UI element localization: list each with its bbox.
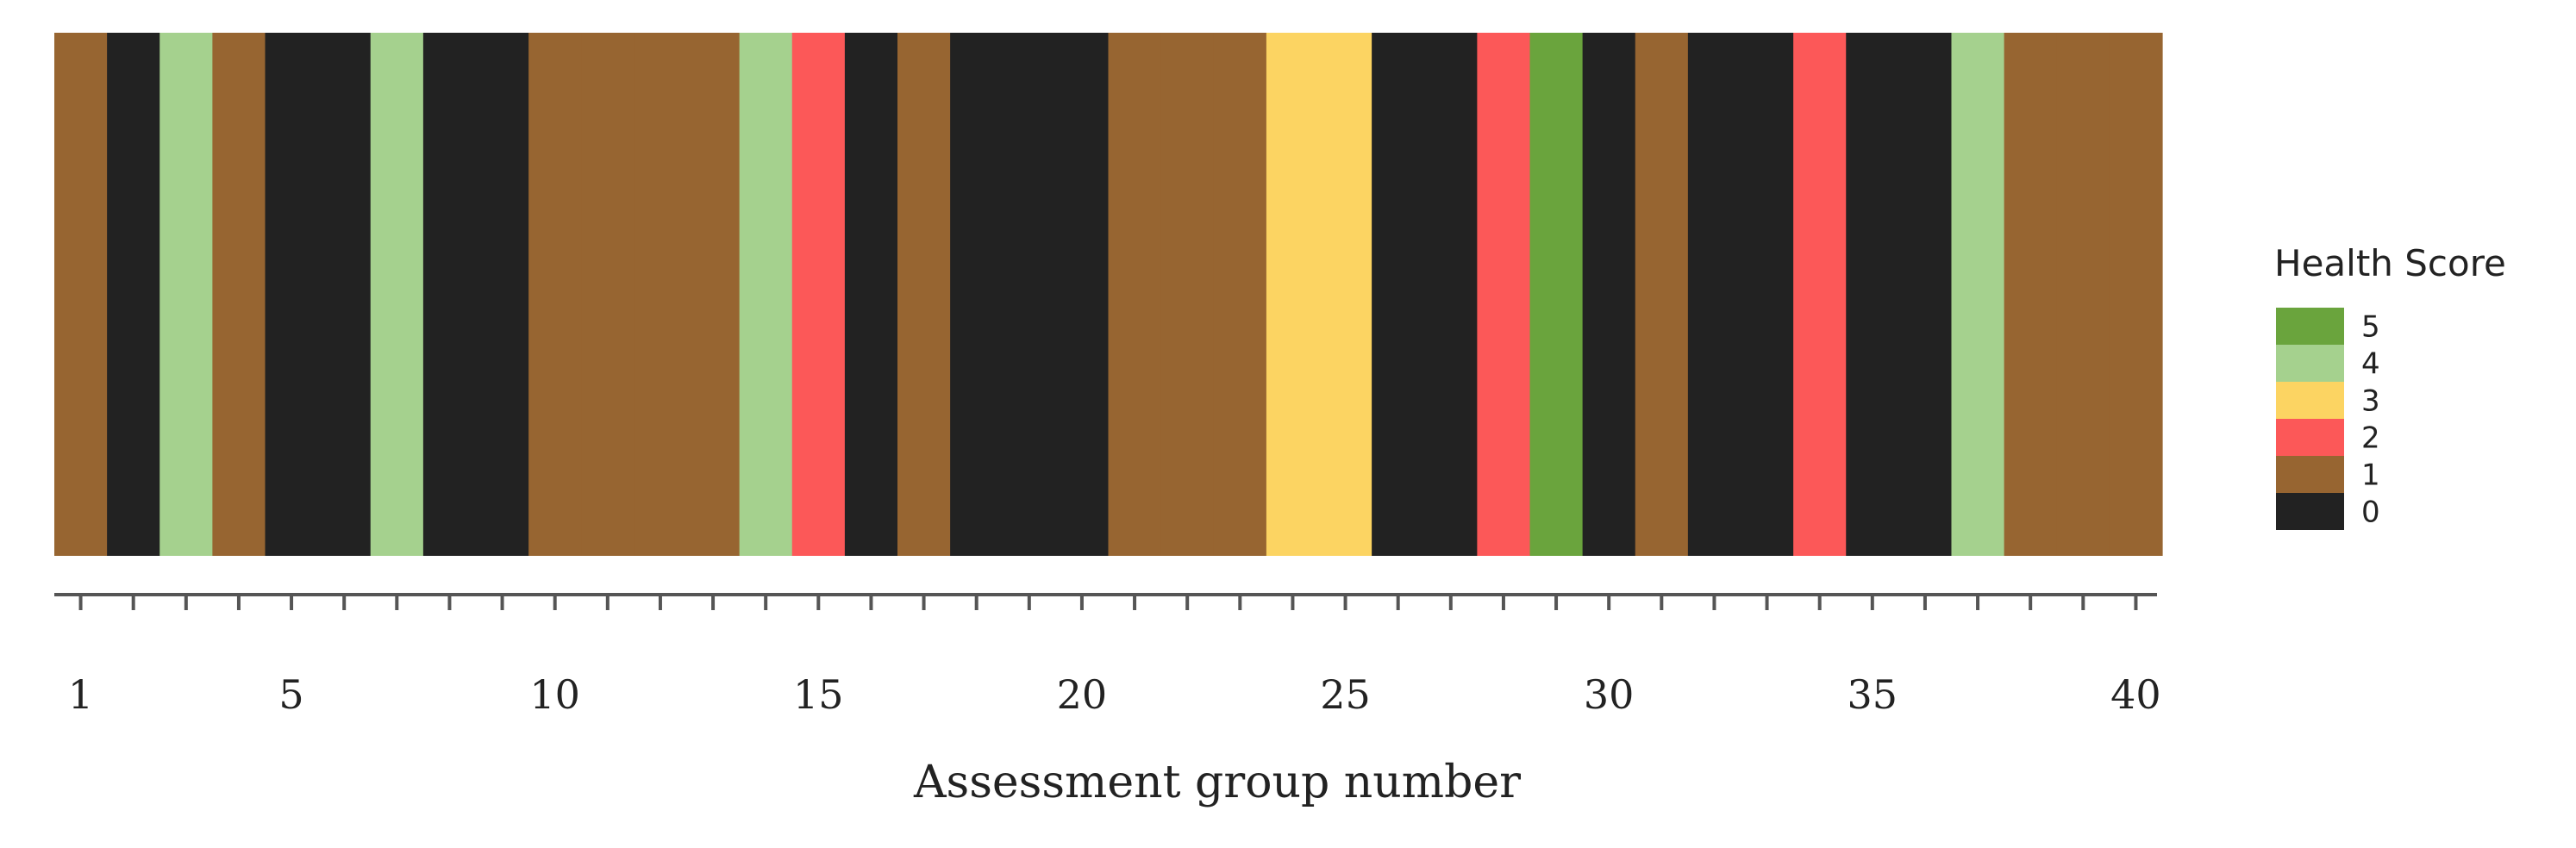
- strip-cell-23: [1213, 33, 1267, 556]
- x-tick-label-30: 30: [1584, 671, 1635, 718]
- legend-swatch-2: [2276, 419, 2344, 456]
- strip-cell-21: [1108, 33, 1162, 556]
- legend-label-2: 2: [2361, 421, 2380, 456]
- strip-cell-16: [844, 33, 898, 556]
- strip-cell-20: [1055, 33, 1110, 556]
- strip-cell-32: [1687, 33, 1741, 556]
- legend-swatch-5: [2276, 308, 2344, 345]
- legend-swatch-0: [2276, 493, 2344, 530]
- strip-cell-35: [1846, 33, 1899, 556]
- strip-cell-4: [212, 33, 266, 556]
- strip-cell-17: [897, 33, 951, 556]
- strip-cell-11: [581, 33, 635, 556]
- x-axis-ticks: [78, 595, 2138, 610]
- strip-cell-25: [1319, 33, 1372, 556]
- x-tick-label-10: 10: [529, 671, 580, 718]
- strip-cell-31: [1635, 33, 1689, 556]
- x-axis-tick-labels: 1 5 10 15 20 25 30 35 40: [68, 671, 2161, 718]
- strip-cell-38: [2004, 33, 2058, 556]
- score-strip: [54, 33, 2163, 556]
- strip-cell-34: [1793, 33, 1847, 556]
- x-tick-label-1: 1: [68, 671, 93, 718]
- strip-cell-13: [686, 33, 741, 556]
- strip-cell-19: [1003, 33, 1056, 556]
- legend-label-1: 1: [2361, 458, 2380, 493]
- legend-label-5: 5: [2361, 310, 2380, 345]
- strip-cell-22: [1160, 33, 1215, 556]
- strip-cell-9: [476, 33, 529, 556]
- strip-cell-10: [528, 33, 582, 556]
- strip-cell-40: [2109, 33, 2163, 556]
- legend-title: Health Score: [2274, 242, 2506, 284]
- strip-cell-36: [1898, 33, 1953, 556]
- strip-cell-7: [370, 33, 424, 556]
- legend-swatch-1: [2276, 456, 2344, 493]
- strip-cell-39: [2056, 33, 2110, 556]
- strip-cell-33: [1741, 33, 1794, 556]
- x-tick-label-15: 15: [793, 671, 844, 718]
- strip-cell-6: [317, 33, 372, 556]
- x-axis-title: Assessment group number: [913, 757, 1521, 808]
- legend-label-0: 0: [2361, 496, 2380, 530]
- strip-cell-29: [1529, 33, 1584, 556]
- strip-cell-26: [1372, 33, 1425, 556]
- strip-cell-37: [1951, 33, 2005, 556]
- strip-cell-15: [791, 33, 846, 556]
- strip-cell-8: [422, 33, 477, 556]
- strip-cell-27: [1424, 33, 1478, 556]
- strip-cell-24: [1266, 33, 1320, 556]
- x-tick-label-35: 35: [1848, 671, 1898, 718]
- x-tick-label-5: 5: [278, 671, 303, 718]
- legend-swatch-4: [2276, 345, 2344, 382]
- x-tick-label-20: 20: [1057, 671, 1108, 718]
- strip-cell-3: [159, 33, 213, 556]
- strip-cell-1: [54, 33, 108, 556]
- strip-cell-5: [265, 33, 319, 556]
- strip-cell-12: [634, 33, 688, 556]
- legend-label-3: 3: [2361, 384, 2380, 419]
- strip-cell-14: [739, 33, 793, 556]
- strip-cell-18: [950, 33, 1004, 556]
- strip-cell-28: [1477, 33, 1531, 556]
- strip-cell-30: [1582, 33, 1636, 556]
- x-tick-label-40: 40: [2110, 671, 2161, 718]
- legend-label-4: 4: [2361, 347, 2380, 382]
- strip-cell-2: [107, 33, 160, 556]
- x-tick-label-25: 25: [1320, 671, 1371, 718]
- legend-swatch-3: [2276, 382, 2344, 419]
